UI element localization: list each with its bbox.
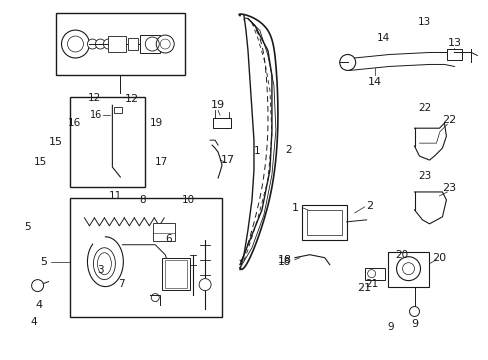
Text: 20: 20 <box>431 253 446 263</box>
Text: 15: 15 <box>48 137 62 147</box>
Circle shape <box>339 54 355 71</box>
Text: 22: 22 <box>441 115 456 125</box>
Text: 6: 6 <box>165 234 172 244</box>
Bar <box>447 49 462 60</box>
Text: 14: 14 <box>367 77 381 87</box>
Bar <box>301 205 346 240</box>
Circle shape <box>61 30 89 58</box>
Text: 21: 21 <box>365 279 378 289</box>
Text: 10: 10 <box>182 195 195 205</box>
Bar <box>213 118 230 128</box>
Text: 17: 17 <box>221 155 235 165</box>
Text: 16: 16 <box>90 110 102 120</box>
Text: 4: 4 <box>30 317 37 327</box>
Bar <box>153 223 175 241</box>
Text: 17: 17 <box>155 157 168 167</box>
Text: 4: 4 <box>35 300 42 310</box>
Bar <box>56 13 185 75</box>
Text: 2: 2 <box>366 201 372 211</box>
Bar <box>70 97 145 187</box>
Text: 1: 1 <box>253 146 260 156</box>
Text: 8: 8 <box>139 195 145 205</box>
Text: 16: 16 <box>68 118 81 128</box>
Bar <box>114 107 122 113</box>
Text: 20: 20 <box>394 250 407 260</box>
Text: 2: 2 <box>285 144 291 154</box>
Text: 5: 5 <box>24 222 31 231</box>
Circle shape <box>199 279 211 291</box>
Text: 12: 12 <box>125 94 139 104</box>
Bar <box>140 35 160 53</box>
Text: 12: 12 <box>87 93 101 103</box>
Text: 22: 22 <box>417 103 430 113</box>
Bar <box>387 252 428 287</box>
Text: 9: 9 <box>386 322 393 332</box>
Bar <box>306 210 341 235</box>
Text: 13: 13 <box>447 37 461 48</box>
Text: 11: 11 <box>108 191 122 201</box>
Bar <box>108 36 126 52</box>
Text: 1: 1 <box>291 203 298 213</box>
Bar <box>162 258 190 289</box>
Bar <box>128 38 138 50</box>
Text: 5: 5 <box>40 257 47 267</box>
Text: 13: 13 <box>417 17 430 27</box>
Text: 19: 19 <box>150 118 163 128</box>
Text: 18: 18 <box>277 255 291 265</box>
Bar <box>70 198 222 318</box>
Bar <box>165 260 187 288</box>
Text: 9: 9 <box>410 319 417 329</box>
Text: 14: 14 <box>376 33 389 43</box>
Circle shape <box>408 306 419 316</box>
Text: 21: 21 <box>357 283 371 293</box>
Circle shape <box>156 35 174 53</box>
Circle shape <box>87 39 97 49</box>
Bar <box>364 268 384 280</box>
Text: 19: 19 <box>211 100 224 110</box>
Circle shape <box>95 39 105 49</box>
Text: 15: 15 <box>34 157 47 167</box>
Text: 23: 23 <box>442 183 455 193</box>
Text: 18: 18 <box>277 257 290 267</box>
Circle shape <box>32 280 43 292</box>
Text: 3: 3 <box>97 265 104 275</box>
Text: 23: 23 <box>417 171 430 181</box>
Circle shape <box>396 257 420 280</box>
Circle shape <box>103 39 113 49</box>
Text: 7: 7 <box>118 279 124 289</box>
